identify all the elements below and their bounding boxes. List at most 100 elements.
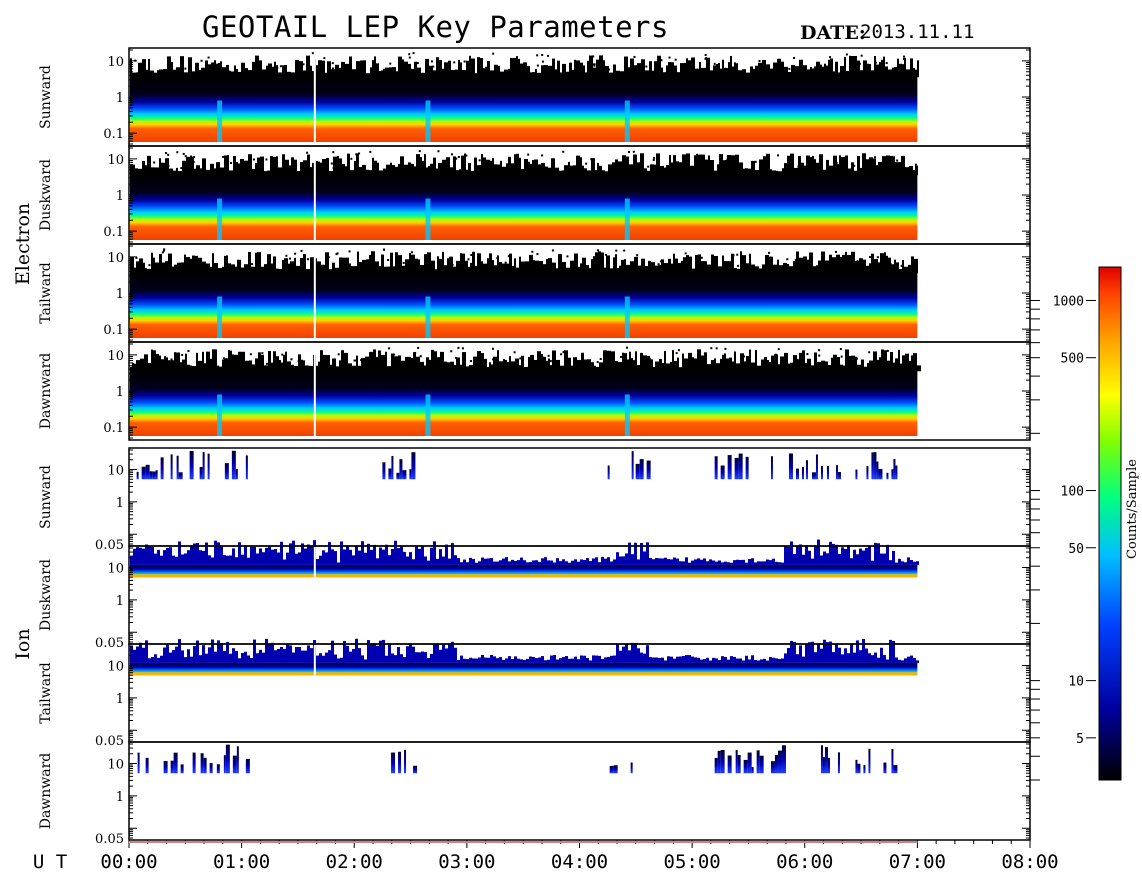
electron-speckle	[272, 66, 274, 78]
electron-speckle	[472, 251, 475, 274]
electron-speckle	[270, 156, 273, 176]
electron-speckle	[816, 265, 818, 274]
ion-spike	[577, 659, 580, 663]
electron-speckle	[645, 70, 649, 78]
electron-speckle	[159, 355, 161, 372]
electron-speckle	[519, 365, 521, 372]
electron-speckle	[161, 359, 164, 372]
electron-speckle	[722, 255, 724, 274]
ion-spike	[421, 651, 424, 663]
electron-speckle	[893, 362, 895, 372]
electron-speckle	[165, 261, 168, 274]
electron-dot	[615, 249, 618, 252]
electron-speckle	[357, 251, 359, 274]
ion-spike	[355, 545, 358, 565]
electron-speckle	[475, 265, 477, 274]
electron-speckle	[309, 365, 313, 372]
ion-spike	[805, 545, 808, 565]
electron-speckle	[455, 69, 458, 78]
electron-dot	[786, 258, 789, 261]
electron-speckle	[379, 170, 383, 176]
electron-speckle	[206, 263, 210, 274]
electron-speckle	[863, 259, 866, 274]
panel-label: Sunward	[38, 65, 54, 129]
ion-spike	[220, 643, 223, 663]
ion-burst	[891, 749, 894, 774]
electron-speckle	[232, 354, 234, 372]
electron-speckle	[206, 169, 210, 176]
ion-spike	[745, 562, 748, 565]
electron-speckle	[548, 167, 551, 176]
ion-burst	[871, 452, 874, 480]
electron-speckle	[511, 163, 514, 176]
electron-speckle	[234, 354, 238, 372]
electron-speckle	[210, 358, 212, 372]
electron-dip	[217, 198, 223, 240]
ion-spike	[403, 657, 406, 663]
electron-speckle	[524, 158, 528, 176]
electron-speckle	[222, 266, 224, 274]
ion-spike	[259, 649, 262, 663]
y-tick-label: 0.05	[95, 538, 124, 553]
electron-speckle	[814, 66, 816, 78]
electron-speckle	[159, 158, 161, 176]
electron-dot	[677, 349, 680, 352]
electron-speckle	[594, 365, 596, 372]
electron-speckle	[897, 58, 899, 78]
electron-speckle	[252, 168, 255, 176]
electron-dot	[388, 347, 391, 350]
electron-dot	[247, 166, 250, 169]
electron-speckle	[688, 352, 692, 372]
electron-speckle	[511, 361, 515, 372]
ion-spike	[445, 544, 448, 565]
electron-speckle	[701, 355, 704, 372]
electron-speckle	[915, 69, 917, 78]
electron-speckle	[483, 68, 485, 78]
panel-data-electron-duskward	[130, 147, 918, 243]
electron-speckle	[506, 263, 509, 274]
ion-burst	[876, 461, 879, 480]
electron-speckle	[132, 363, 134, 372]
ion-spike	[442, 556, 445, 565]
electron-speckle	[312, 162, 314, 176]
electron-dot	[389, 62, 392, 65]
electron-speckle	[884, 350, 887, 372]
electron-speckle	[817, 361, 821, 372]
electron-speckle	[201, 67, 205, 78]
electron-dip	[425, 394, 431, 436]
electron-speckle	[431, 349, 434, 372]
electron-speckle	[448, 60, 451, 78]
electron-dot	[369, 150, 372, 153]
ion-burst	[727, 755, 732, 774]
ion-burst	[155, 470, 158, 480]
electron-dot	[467, 258, 470, 261]
electron-dot	[903, 55, 906, 58]
electron-speckle	[433, 157, 436, 176]
ion-spike	[361, 655, 364, 663]
electron-dot	[412, 52, 415, 55]
electron-dot	[867, 63, 870, 66]
electron-speckle	[866, 159, 869, 176]
electron-speckle	[701, 67, 704, 78]
electron-speckle	[261, 354, 264, 372]
electron-speckle	[519, 157, 521, 176]
electron-speckle	[465, 260, 468, 274]
ion-spike	[508, 656, 511, 663]
ion-spike	[139, 547, 142, 565]
electron-dot	[167, 164, 170, 167]
electron-speckle	[591, 259, 593, 274]
electron-dot	[604, 253, 607, 256]
electron-speckle	[146, 69, 148, 78]
electron-speckle	[512, 266, 514, 274]
ion-burst	[714, 456, 718, 480]
electron-speckle	[171, 61, 173, 78]
electron-speckle	[165, 158, 169, 176]
electron-dip	[425, 100, 431, 142]
electron-dot	[281, 353, 284, 356]
electron-dot	[777, 348, 780, 351]
electron-dot	[758, 67, 761, 70]
electron-speckle	[281, 362, 283, 372]
ion-spike	[640, 652, 643, 663]
electron-speckle	[429, 359, 431, 372]
ion-spike	[496, 561, 499, 565]
